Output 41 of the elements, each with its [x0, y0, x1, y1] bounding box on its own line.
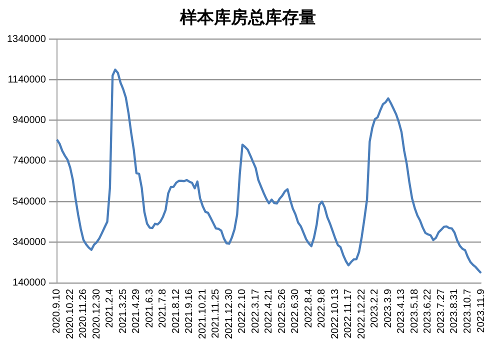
- x-tick-label: 2021.6.3: [144, 288, 156, 328]
- x-tick-label: 2022.5.26: [276, 288, 288, 334]
- x-tick-label: 2023.5.18: [409, 288, 420, 334]
- x-tick-label: 2023.7.27: [436, 288, 447, 334]
- x-tick-label: 2022.4.21: [264, 288, 275, 334]
- x-tick-label: 2021.10.21: [197, 288, 208, 340]
- x-tick-label: 2021.8.12: [170, 288, 182, 334]
- x-tick-label: 2022.3.17: [250, 288, 262, 334]
- x-tick-label: 2023.4.13: [396, 288, 408, 334]
- x-tick-label: 2022.2.10: [237, 288, 248, 334]
- x-tick-label: 2023.6.22: [422, 288, 434, 334]
- chart-title: 样本库房总库存量: [178, 7, 317, 29]
- x-tick-label: 2023.11.9: [476, 288, 487, 333]
- x-tick-label: 2020.11.26: [78, 288, 90, 338]
- x-tick-label: 2021.4.29: [131, 288, 142, 334]
- x-tick-label: 2023.10.7: [462, 288, 474, 334]
- x-tick-label: 2021.2.4: [104, 288, 116, 328]
- y-tick-label: 1340000: [6, 34, 46, 45]
- y-tick-label: 140000: [12, 278, 46, 289]
- y-tick-label: 740000: [12, 156, 46, 167]
- x-tick-label: 2020.10.22: [64, 288, 76, 340]
- y-tick-label: 540000: [12, 196, 46, 208]
- x-tick-label: 2022.6.30: [290, 288, 302, 334]
- x-tick-label: 2023.3.9: [382, 288, 394, 328]
- y-tick-label: 940000: [12, 115, 46, 126]
- x-tick-label: 2022.10.13: [330, 288, 341, 340]
- x-tick-label: 2022.12.22: [356, 288, 368, 340]
- y-tick-label: 340000: [12, 237, 46, 248]
- x-tick-label: 2022.8.4: [303, 288, 314, 328]
- x-tick-label: 2021.11.25: [210, 288, 222, 338]
- x-tick-label: 2021.9.16: [184, 288, 196, 334]
- x-tick-label: 2021.7.8: [158, 288, 169, 328]
- x-tick-label: 2020.9.10: [52, 288, 63, 334]
- x-tick-label: 2021.12.30: [224, 288, 235, 340]
- x-tick-label: 2020.12.30: [91, 288, 102, 340]
- x-tick-label: 2023.2.2: [370, 288, 381, 328]
- x-tick-label: 2021.3.25: [118, 288, 129, 334]
- x-tick-label: 2022.11.17: [343, 288, 354, 338]
- y-tick-label: 1140000: [8, 74, 46, 86]
- x-tick-label: 2022.9.8: [316, 288, 328, 328]
- x-tick-label: 2023.8.31: [449, 288, 460, 334]
